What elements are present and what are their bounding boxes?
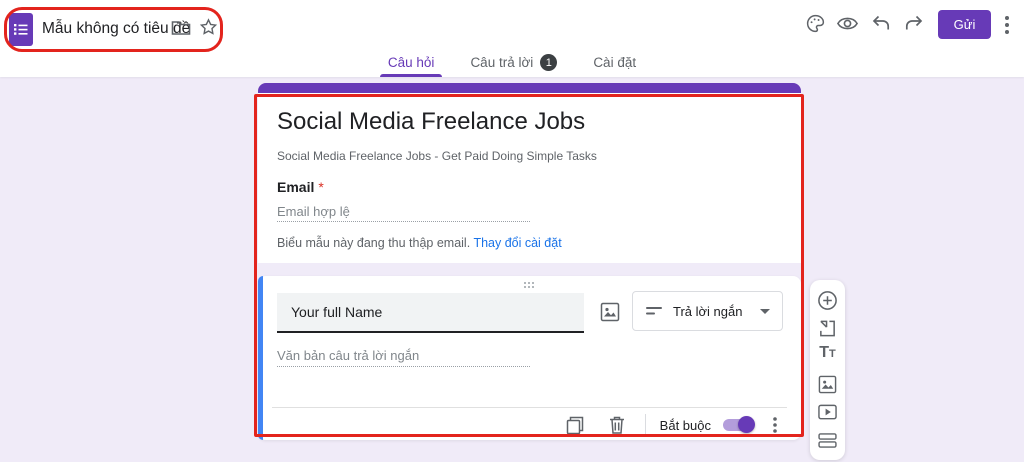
question-type-dropdown[interactable]: Trả lời ngắn	[632, 291, 783, 331]
theme-palette-icon[interactable]	[805, 13, 826, 34]
add-section-icon[interactable]	[817, 429, 839, 451]
add-question-icon[interactable]	[817, 289, 839, 311]
add-video-icon[interactable]	[817, 401, 839, 423]
redo-icon[interactable]	[904, 14, 924, 33]
send-button[interactable]: Gửi	[938, 10, 991, 39]
required-toggle[interactable]	[723, 416, 755, 433]
forms-logo-glyph	[14, 24, 28, 35]
app-header: Mẫu không có tiêu đề	[0, 0, 1024, 77]
question-title-input[interactable]: Your full Name	[277, 293, 584, 333]
import-questions-icon[interactable]	[817, 317, 839, 339]
change-settings-link[interactable]: Thay đổi cài đặt	[473, 236, 562, 250]
required-toggle-label: Bắt buộc	[659, 417, 711, 433]
form-title-card[interactable]: Social Media Freelance Jobs Social Media…	[258, 93, 801, 263]
document-title[interactable]: Mẫu không có tiêu đề	[42, 20, 191, 37]
duplicate-icon[interactable]	[563, 413, 587, 437]
short-answer-icon	[646, 306, 663, 316]
tab-responses[interactable]: Câu trả lời 1	[452, 48, 575, 77]
editor-tabs: Câu hỏi Câu trả lời 1 Cài đặt	[0, 48, 1024, 77]
footer-separator	[644, 414, 646, 436]
tab-questions-label: Câu hỏi	[387, 55, 435, 70]
form-description[interactable]: Social Media Freelance Jobs - Get Paid D…	[277, 149, 597, 163]
responses-count-badge: 1	[540, 54, 558, 71]
card-footer-divider	[272, 407, 787, 408]
more-options-icon[interactable]	[1005, 16, 1009, 34]
drag-handle-icon[interactable]	[523, 282, 536, 290]
star-icon[interactable]	[198, 17, 219, 37]
tab-settings-label: Cài đặt	[593, 55, 637, 70]
question-footer-toolbar: Bắt buộc	[258, 412, 787, 438]
question-more-options-icon[interactable]	[763, 413, 787, 437]
form-title[interactable]: Social Media Freelance Jobs	[277, 108, 586, 135]
dropdown-caret-icon	[760, 308, 770, 314]
add-image-icon[interactable]	[817, 373, 839, 395]
collecting-email-note: Biểu mẫu này đang thu thập email. Thay đ…	[277, 236, 562, 250]
tab-settings[interactable]: Cài đặt	[575, 48, 654, 77]
tab-responses-label: Câu trả lời	[470, 55, 534, 70]
toggle-knob	[738, 416, 755, 433]
answer-placeholder: Văn bản câu trả lời ngắn	[277, 348, 420, 363]
question-type-label: Trả lời ngắn	[673, 303, 743, 319]
question-card[interactable]: Your full Name Trả lời ngắn Văn bản câu …	[258, 276, 801, 440]
email-input-placeholder[interactable]: Email hợp lệ	[277, 204, 350, 219]
google-forms-logo-icon[interactable]	[9, 13, 33, 46]
undo-icon[interactable]	[871, 14, 891, 33]
email-input-underline	[277, 221, 530, 222]
form-theme-bar	[258, 83, 801, 93]
tab-questions[interactable]: Câu hỏi	[370, 48, 453, 77]
add-image-to-question-icon[interactable]	[600, 302, 622, 324]
delete-icon[interactable]	[605, 413, 629, 437]
active-card-indicator	[258, 276, 263, 440]
email-field-label: Email *	[277, 179, 324, 195]
required-asterisk: *	[318, 179, 324, 195]
preview-eye-icon[interactable]	[836, 15, 859, 32]
move-to-folder-icon[interactable]	[171, 19, 191, 36]
answer-underline	[277, 366, 530, 367]
